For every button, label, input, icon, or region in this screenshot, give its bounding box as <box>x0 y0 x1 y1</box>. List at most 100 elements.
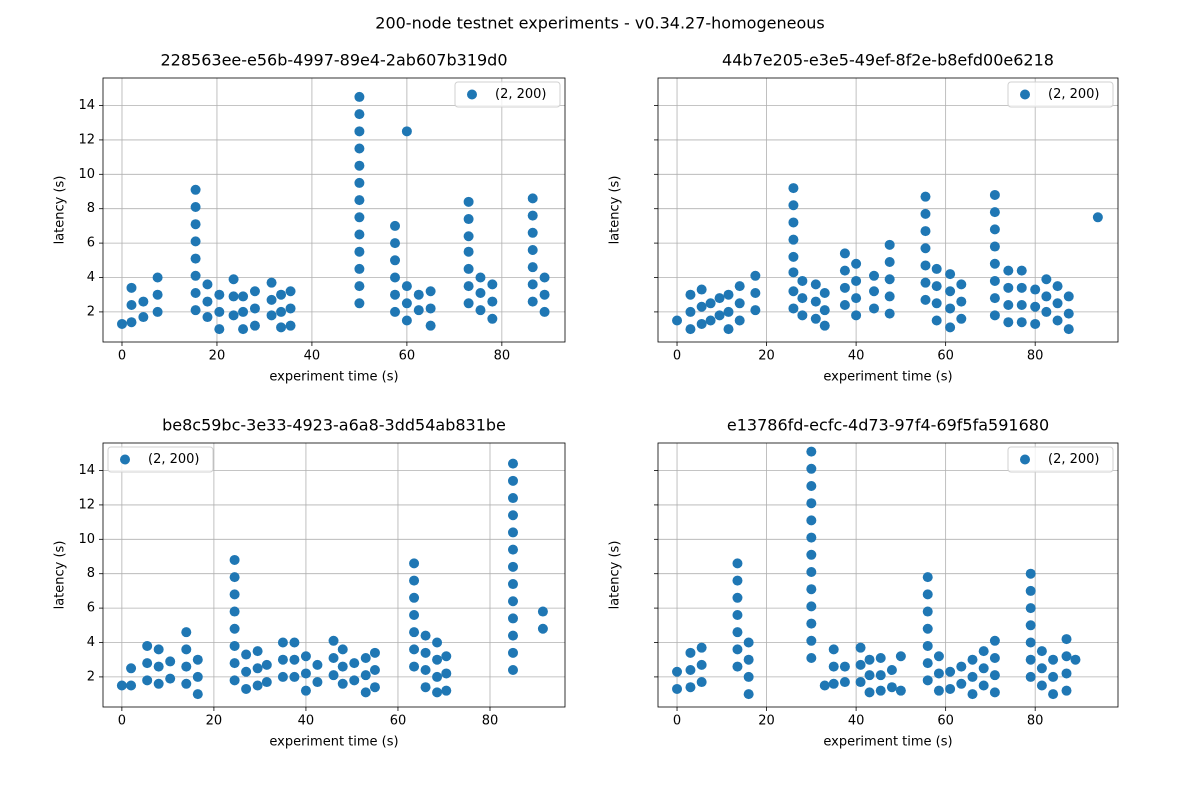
scatter-point <box>743 637 754 648</box>
scatter-point <box>277 671 288 682</box>
scatter-point <box>743 671 754 682</box>
scatter-point <box>266 310 277 321</box>
y-tick-label: 12 <box>78 132 95 147</box>
scatter-point <box>337 661 348 672</box>
scatter-point <box>300 651 311 662</box>
scatter-point <box>743 654 754 665</box>
scatter-point <box>354 229 365 240</box>
scatter-point <box>1003 317 1014 328</box>
x-tick-label: 20 <box>209 349 226 364</box>
scatter-point <box>989 241 1000 252</box>
scatter-point <box>978 646 989 657</box>
scatter-point <box>285 303 296 314</box>
scatter-point <box>685 682 696 693</box>
scatter-point <box>202 312 213 323</box>
scatter-point <box>214 289 225 300</box>
scatter-point <box>508 458 519 469</box>
legend-marker <box>467 89 477 100</box>
scatter-point <box>181 661 192 672</box>
scatter-point <box>884 257 895 268</box>
scatter-point <box>266 277 277 288</box>
scatter-point <box>945 322 956 333</box>
scatter-point <box>116 680 127 691</box>
scatter-point <box>508 647 519 658</box>
scatter-point <box>508 493 519 504</box>
scatter-point <box>734 298 745 309</box>
x-tick-label: 60 <box>937 714 954 729</box>
y-tick-label: 2 <box>87 669 95 684</box>
scatter-point <box>508 475 519 486</box>
scatter-point <box>401 281 412 292</box>
scatter-point <box>1041 291 1052 302</box>
scatter-point <box>1025 620 1036 631</box>
scatter-point <box>797 275 808 286</box>
scatter-point <box>252 646 263 657</box>
scatter-point <box>851 310 862 321</box>
x-tick-label: 0 <box>118 349 126 364</box>
scatter-point <box>441 651 452 662</box>
scatter-point <box>1030 284 1041 295</box>
scatter-point <box>989 275 1000 286</box>
scatter-point <box>956 296 967 307</box>
scatter-point <box>806 618 817 629</box>
scatter-point <box>401 126 412 137</box>
x-tick-label: 60 <box>390 714 407 729</box>
scatter-point <box>463 231 474 242</box>
scatter-point <box>1041 306 1052 317</box>
scatter-point <box>349 675 360 686</box>
scatter-point <box>1052 315 1063 326</box>
scatter-point <box>508 630 519 641</box>
scatter-point <box>696 284 707 295</box>
scatter-point <box>409 627 420 638</box>
scatter-point <box>810 313 821 324</box>
y-tick-label: 8 <box>87 566 95 581</box>
x-axis-label: experiment time (s) <box>823 370 952 385</box>
axes-frame <box>657 77 1119 343</box>
scatter-point <box>723 289 734 300</box>
scatter-point <box>931 263 942 274</box>
scatter-point <box>354 126 365 137</box>
scatter-point <box>228 274 239 285</box>
scatter-point <box>922 640 933 651</box>
scatter-point <box>1036 680 1047 691</box>
scatter-point <box>202 296 213 307</box>
scatter-point <box>369 665 380 676</box>
scatter-point <box>734 315 745 326</box>
y-tick-label: 8 <box>87 201 95 216</box>
scatter-point <box>672 683 683 694</box>
scatter-point <box>810 296 821 307</box>
scatter-point <box>165 656 176 667</box>
scatter-point <box>190 184 201 195</box>
scatter-point <box>732 558 743 569</box>
scatter-point <box>390 289 401 300</box>
scatter-point <box>956 661 967 672</box>
scatter-point <box>409 644 420 655</box>
legend-marker <box>1020 89 1030 100</box>
scatter-point <box>354 298 365 309</box>
scatter-point <box>202 279 213 290</box>
x-tick-label: 40 <box>298 714 315 729</box>
scatter-point <box>855 642 866 653</box>
scatter-point <box>1061 634 1072 645</box>
scatter-point <box>475 287 486 298</box>
scatter-point <box>1048 671 1059 682</box>
scatter-point <box>797 293 808 304</box>
scatter-point <box>441 685 452 696</box>
scatter-point <box>819 305 830 316</box>
scatter-point <box>425 286 436 297</box>
scatter-point <box>214 324 225 335</box>
scatter-point <box>1061 685 1072 696</box>
scatter-point <box>138 296 149 307</box>
scatter-point <box>420 682 431 693</box>
scatter-point <box>249 303 260 314</box>
scatter-point <box>432 654 443 665</box>
scatter-point <box>181 644 192 655</box>
scatter-point <box>249 286 260 297</box>
scatter-point <box>354 91 365 102</box>
scatter-point <box>527 210 538 221</box>
scatter-point <box>152 289 163 300</box>
scatter-point <box>142 675 153 686</box>
scatter-point <box>788 200 799 211</box>
scatter-point <box>312 677 323 688</box>
